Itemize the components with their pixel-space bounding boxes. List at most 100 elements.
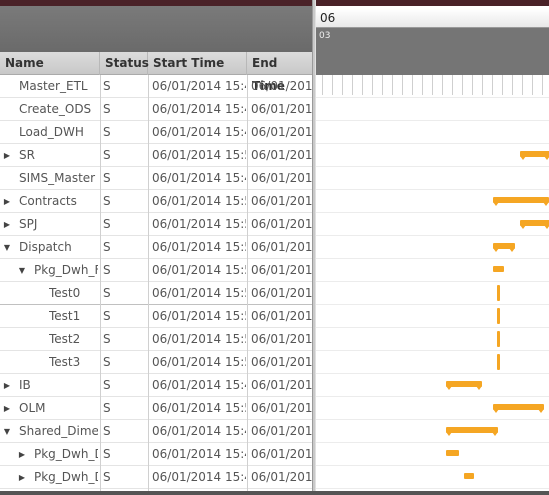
table-row[interactable]: ▼ Pkg_Dwh_F S 06/01/2014 15:51 06/01/2014	[0, 259, 312, 282]
task-end-time: 06/01/2014	[251, 194, 312, 208]
task-end-time: 06/01/2014	[251, 401, 312, 415]
table-row[interactable]: Load_DWH S 06/01/2014 15:47 06/01/2014	[0, 121, 312, 144]
expand-triangle-icon[interactable]: ▶	[3, 381, 11, 390]
task-start-time: 06/01/2014 15:53	[152, 217, 246, 231]
timeline-row	[316, 167, 549, 190]
timeline-row	[316, 144, 549, 167]
task-bar[interactable]	[446, 427, 498, 436]
table-row[interactable]: ▶ Pkg_Dwh_D S 06/01/2014 15:47 06/01/2014	[0, 443, 312, 466]
task-bar[interactable]	[446, 450, 459, 456]
timeline-tick	[432, 75, 433, 95]
task-status: S	[103, 401, 111, 415]
task-bar[interactable]	[493, 243, 515, 252]
column-header-status[interactable]: Status	[100, 52, 149, 75]
table-row[interactable]: ▶ Pkg_Dwh_D S 06/01/2014 15:49 06/01/2014	[0, 466, 312, 489]
table-row[interactable]: ▶ Contracts S 06/01/2014 15:51 06/01/2014	[0, 190, 312, 213]
task-start-time: 06/01/2014 15:51	[152, 332, 246, 346]
task-name: Test1	[49, 309, 81, 323]
timeline-row	[316, 397, 549, 420]
task-start-time: 06/01/2014 15:49	[152, 470, 246, 484]
timeline-day-label: 06	[320, 11, 336, 25]
collapse-triangle-icon[interactable]: ▼	[3, 243, 11, 252]
table-row[interactable]: ▶ SPJ S 06/01/2014 15:53 06/01/2014	[0, 213, 312, 236]
table-row[interactable]: ▶ SR S 06/01/2014 15:53 06/01/2014	[0, 144, 312, 167]
task-name: Load_DWH	[19, 125, 84, 139]
expand-triangle-icon[interactable]: ▶	[3, 404, 11, 413]
timeline-row	[316, 75, 549, 98]
task-name: Test0	[49, 286, 81, 300]
task-status: S	[103, 355, 111, 369]
timeline-row	[316, 190, 549, 213]
table-row[interactable]: ▼ Dispatch S 06/01/2014 15:51 06/01/2014	[0, 236, 312, 259]
task-name: Pkg_Dwh_D	[34, 447, 98, 461]
expand-triangle-icon[interactable]: ▶	[18, 450, 26, 459]
task-name: Create_ODS	[19, 102, 92, 116]
task-bar[interactable]	[464, 473, 474, 479]
task-bar[interactable]	[497, 308, 500, 324]
timeline-tick	[512, 75, 513, 95]
table-row[interactable]: Test3 S 06/01/2014 15:51 06/01/2014	[0, 351, 312, 374]
timeline-tick	[502, 75, 503, 95]
expand-triangle-icon[interactable]: ▶	[18, 473, 26, 482]
task-start-time: 06/01/2014 15:53	[152, 148, 246, 162]
task-bar[interactable]	[520, 151, 549, 160]
task-end-time: 06/01/2014	[251, 79, 312, 93]
table-row[interactable]: ▼ Shared_Dimen S 06/01/2014 15:47 06/01/2014	[0, 420, 312, 443]
timeline-tick	[342, 75, 343, 95]
task-end-time: 06/01/2014	[251, 424, 312, 438]
task-name: Master_ETL	[19, 79, 88, 93]
task-bar[interactable]	[493, 404, 544, 413]
task-status: S	[103, 309, 111, 323]
table-row[interactable]: Test0 S 06/01/2014 15:51 06/01/2014	[0, 282, 312, 305]
table-row[interactable]: Master_ETL S 06/01/2014 15:46 06/01/2014	[0, 75, 312, 98]
column-header-start-time[interactable]: Start Time	[148, 52, 247, 75]
grid-header-area	[0, 6, 312, 52]
task-name: SR	[19, 148, 35, 162]
task-bar[interactable]	[446, 381, 482, 390]
task-name: SPJ	[19, 217, 38, 231]
collapse-triangle-icon[interactable]: ▼	[18, 266, 26, 275]
task-status: S	[103, 470, 111, 484]
task-start-time: 06/01/2014 15:47	[152, 424, 246, 438]
expand-triangle-icon[interactable]: ▶	[3, 151, 11, 160]
table-row[interactable]: ▶ OLM S 06/01/2014 15:51 06/01/2014	[0, 397, 312, 420]
task-bar[interactable]	[497, 354, 500, 370]
timeline-tick	[382, 75, 383, 95]
column-header-end-time[interactable]: End Time	[252, 56, 285, 93]
task-start-time: 06/01/2014 15:51	[152, 194, 246, 208]
task-name: Test2	[49, 332, 81, 346]
splitter-handle[interactable]	[312, 0, 316, 495]
timeline-ticks	[316, 75, 549, 97]
table-row[interactable]: Create_ODS S 06/01/2014 15:46 06/01/2014	[0, 98, 312, 121]
task-bar[interactable]	[520, 220, 549, 229]
task-bar[interactable]	[493, 266, 504, 272]
task-end-time: 06/01/2014	[251, 217, 312, 231]
task-end-time: 06/01/2014	[251, 240, 312, 254]
expand-triangle-icon[interactable]: ▶	[3, 220, 11, 229]
table-row[interactable]: SIMS_Master S 06/01/2014 15:47 06/01/2014	[0, 167, 312, 190]
task-end-time: 06/01/2014	[251, 447, 312, 461]
timeline-row	[316, 420, 549, 443]
task-start-time: 06/01/2014 15:51	[152, 355, 246, 369]
task-status: S	[103, 424, 111, 438]
task-bar[interactable]	[493, 197, 549, 206]
task-end-time: 06/01/2014	[251, 263, 312, 277]
timeline-row	[316, 466, 549, 489]
collapse-triangle-icon[interactable]: ▼	[3, 427, 11, 436]
timeline-row	[316, 236, 549, 259]
window-top-strip	[0, 0, 549, 6]
column-header-name[interactable]: Name	[0, 52, 100, 75]
table-row[interactable]: ▶ IB S 06/01/2014 15:47 06/01/2014	[0, 374, 312, 397]
task-start-time: 06/01/2014 15:51	[152, 263, 246, 277]
task-status: S	[103, 194, 111, 208]
task-bar[interactable]	[497, 331, 500, 347]
table-row[interactable]: Test2 S 06/01/2014 15:51 06/01/2014	[0, 328, 312, 351]
task-name: Pkg_Dwh_F	[34, 263, 98, 277]
task-end-time: 06/01/2014	[251, 378, 312, 392]
timeline-tick	[422, 75, 423, 95]
task-name: Test3	[49, 355, 81, 369]
gantt-timeline[interactable]: 06 03	[316, 6, 549, 495]
table-row[interactable]: Test1 S 06/01/2014 15:51 06/01/2014	[0, 305, 312, 328]
expand-triangle-icon[interactable]: ▶	[3, 197, 11, 206]
task-bar[interactable]	[497, 285, 500, 301]
